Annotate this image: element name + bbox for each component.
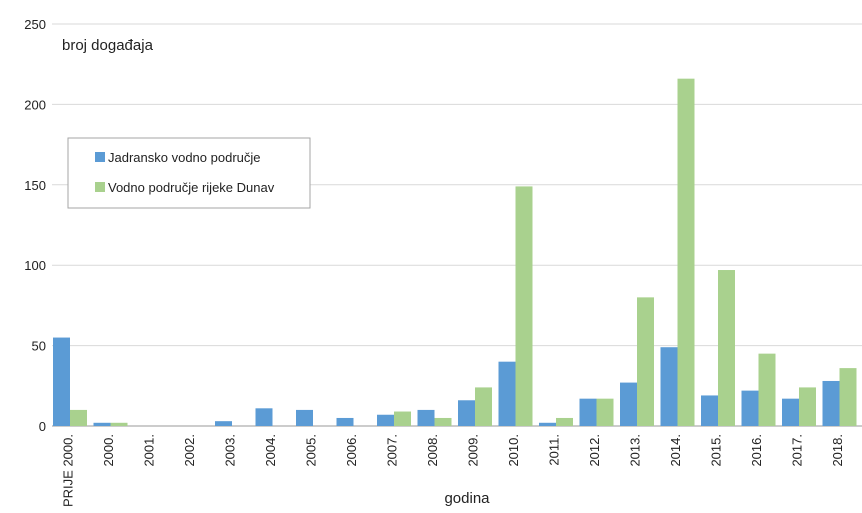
x-tick-label: 2006.	[344, 434, 359, 467]
bar-jadransko	[53, 337, 70, 426]
x-tick-label: 2004.	[263, 434, 278, 467]
x-tick-label: 2017.	[790, 434, 805, 467]
bar-dunav	[475, 387, 492, 426]
x-tick-label: 2016.	[749, 434, 764, 467]
x-tick-label: 2018.	[830, 434, 845, 467]
legend-label: Vodno područje rijeke Dunav	[108, 180, 275, 195]
bar-jadransko	[782, 398, 799, 426]
bar-dunav	[110, 422, 128, 426]
bar-jadransko	[620, 382, 637, 426]
bar-jadransko	[296, 409, 313, 426]
bar-jadransko	[498, 361, 516, 426]
y-tick-label: 50	[32, 339, 46, 354]
bar-dunav	[596, 398, 614, 426]
x-axis-label: godina	[444, 490, 490, 507]
bar-jadransko	[336, 417, 354, 426]
bar-dunav	[394, 411, 411, 426]
y-axis-ticks: 0 50 100 150 200 250	[24, 17, 46, 434]
bar-dunav	[718, 270, 735, 426]
bar-dunav	[637, 297, 654, 426]
x-tick-label: 2005.	[304, 434, 319, 467]
y-tick-label: 200	[24, 97, 46, 112]
bar-dunav	[677, 78, 695, 426]
x-tick-label: 2014.	[668, 434, 683, 467]
bar-jadransko	[93, 422, 111, 426]
bar-dunav	[70, 409, 87, 426]
x-tick-label: 2001.	[142, 434, 157, 467]
legend-swatch	[95, 152, 105, 162]
y-tick-label: 250	[24, 17, 46, 32]
x-tick-label: 2012.	[587, 434, 602, 467]
bar-dunav	[515, 186, 533, 426]
bar-jadransko	[377, 414, 394, 426]
y-tick-label: 0	[39, 419, 46, 434]
legend-swatch	[95, 182, 105, 192]
bar-jadransko	[822, 380, 840, 426]
bar-jadransko	[255, 408, 273, 426]
x-tick-label: 2000.	[101, 434, 116, 467]
x-tick-label: 2013.	[628, 434, 643, 467]
x-tick-label: 2015.	[709, 434, 724, 467]
y-axis-label: broj događaja	[62, 37, 154, 54]
bar-dunav	[839, 368, 857, 426]
x-tick-label: 2003.	[223, 434, 238, 467]
bar-dunav	[434, 417, 452, 426]
bars	[53, 78, 857, 426]
bar-jadransko	[660, 347, 678, 426]
bar-jadransko	[458, 400, 475, 426]
x-tick-label: 2011.	[547, 434, 562, 466]
x-tick-label: 2009.	[466, 434, 481, 467]
x-tick-label: PRIJE 2000.	[61, 434, 76, 507]
bar-jadransko	[701, 395, 718, 426]
legend: Jadransko vodno područje Vodno područje r…	[67, 137, 311, 209]
x-tick-label: 2002.	[182, 434, 197, 467]
y-tick-label: 100	[24, 258, 46, 273]
x-tick-label: 2008.	[425, 434, 440, 467]
legend-box	[67, 137, 311, 209]
bar-dunav	[758, 353, 776, 426]
bar-dunav	[799, 387, 816, 426]
gridlines	[52, 23, 862, 427]
bar-jadransko	[741, 390, 759, 426]
legend-label: Jadransko vodno područje	[108, 150, 261, 165]
bar-jadransko	[417, 409, 435, 426]
bar-jadransko	[539, 422, 556, 426]
bar-dunav	[556, 417, 573, 426]
x-axis-ticks: PRIJE 2000. 2000. 2001. 2002. 2003. 2004. 2005…	[61, 434, 846, 507]
y-tick-label: 150	[24, 178, 46, 193]
x-tick-label: 2007.	[385, 434, 400, 467]
bar-jadransko	[215, 421, 232, 426]
bar-jadransko	[579, 398, 597, 426]
x-tick-label: 2010.	[506, 434, 521, 467]
